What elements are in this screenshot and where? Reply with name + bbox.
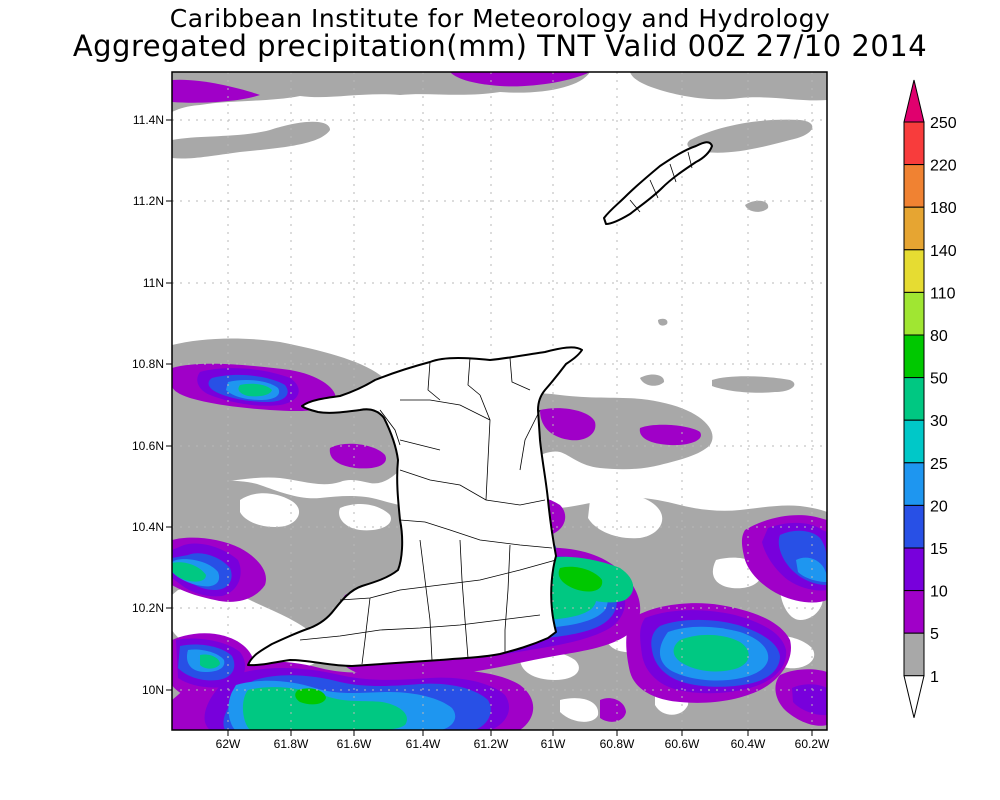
colorbar-level-label: 20	[930, 498, 948, 515]
colorbar-swatch	[904, 122, 924, 165]
colorbar-swatch	[904, 335, 924, 378]
colorbar-level-label: 180	[930, 200, 957, 217]
colorbar-swatch	[904, 378, 924, 421]
colorbar-swatch	[904, 250, 924, 293]
colorbar-swatch	[904, 292, 924, 335]
colorbar-top-arrow	[904, 80, 924, 122]
colorbar-swatch	[904, 548, 924, 591]
colorbar-level-label: 1	[930, 669, 939, 686]
colorbar-level-label: 110	[930, 285, 956, 302]
lon-label: 61.2W	[474, 737, 509, 751]
colorbar-swatch	[904, 591, 924, 634]
lat-label: 10.2N	[132, 601, 164, 615]
colorbar-legend: 250 220 180 140 110 80 50 30 25 20 15 10 5 1	[904, 80, 957, 718]
colorbar-swatch	[904, 207, 924, 250]
colorbar-swatch	[904, 165, 924, 208]
colorbar-level-label: 10	[930, 584, 948, 601]
colorbar-level-label: 80	[930, 328, 948, 345]
colorbar-level-label: 25	[930, 456, 948, 473]
colorbar-swatch	[904, 633, 924, 676]
longitude-labels: 62W 61.8W 61.6W 61.4W 61.2W 61W 60.8W 60…	[216, 737, 830, 751]
colorbar-bottom-arrow	[904, 676, 924, 718]
colorbar-swatch	[904, 505, 924, 548]
lon-label: 60.8W	[600, 737, 635, 751]
colorbar-level-label: 140	[930, 243, 957, 260]
lat-label: 11N	[143, 276, 164, 290]
colorbar-swatch	[904, 463, 924, 506]
lat-label: 11.2N	[133, 194, 164, 208]
latitude-labels: 11.4N 11.2N 11N 10.8N 10.6N 10.4N 10.2N …	[132, 113, 164, 697]
colorbar-level-label: 250	[930, 115, 957, 132]
colorbar-swatch	[904, 420, 924, 463]
lon-label: 60.2W	[795, 737, 830, 751]
lon-label: 60.6W	[665, 737, 700, 751]
lat-label: 11.4N	[133, 113, 164, 127]
lat-label: 10.4N	[132, 520, 164, 534]
colorbar-level-label: 220	[930, 158, 957, 175]
lat-label: 10.6N	[132, 439, 164, 453]
lon-label: 61.6W	[337, 737, 372, 751]
lon-label: 61W	[541, 737, 566, 751]
lon-label: 61.4W	[406, 737, 441, 751]
colorbar-level-label: 30	[930, 413, 948, 430]
colorbar-level-label: 5	[930, 626, 939, 643]
colorbar-level-label: 15	[930, 541, 948, 558]
lon-label: 60.4W	[731, 737, 766, 751]
lon-label: 61.8W	[274, 737, 309, 751]
lat-label: 10N	[142, 683, 164, 697]
lat-label: 10.8N	[132, 357, 164, 371]
colorbar-level-label: 50	[930, 371, 948, 388]
lon-label: 62W	[216, 737, 241, 751]
